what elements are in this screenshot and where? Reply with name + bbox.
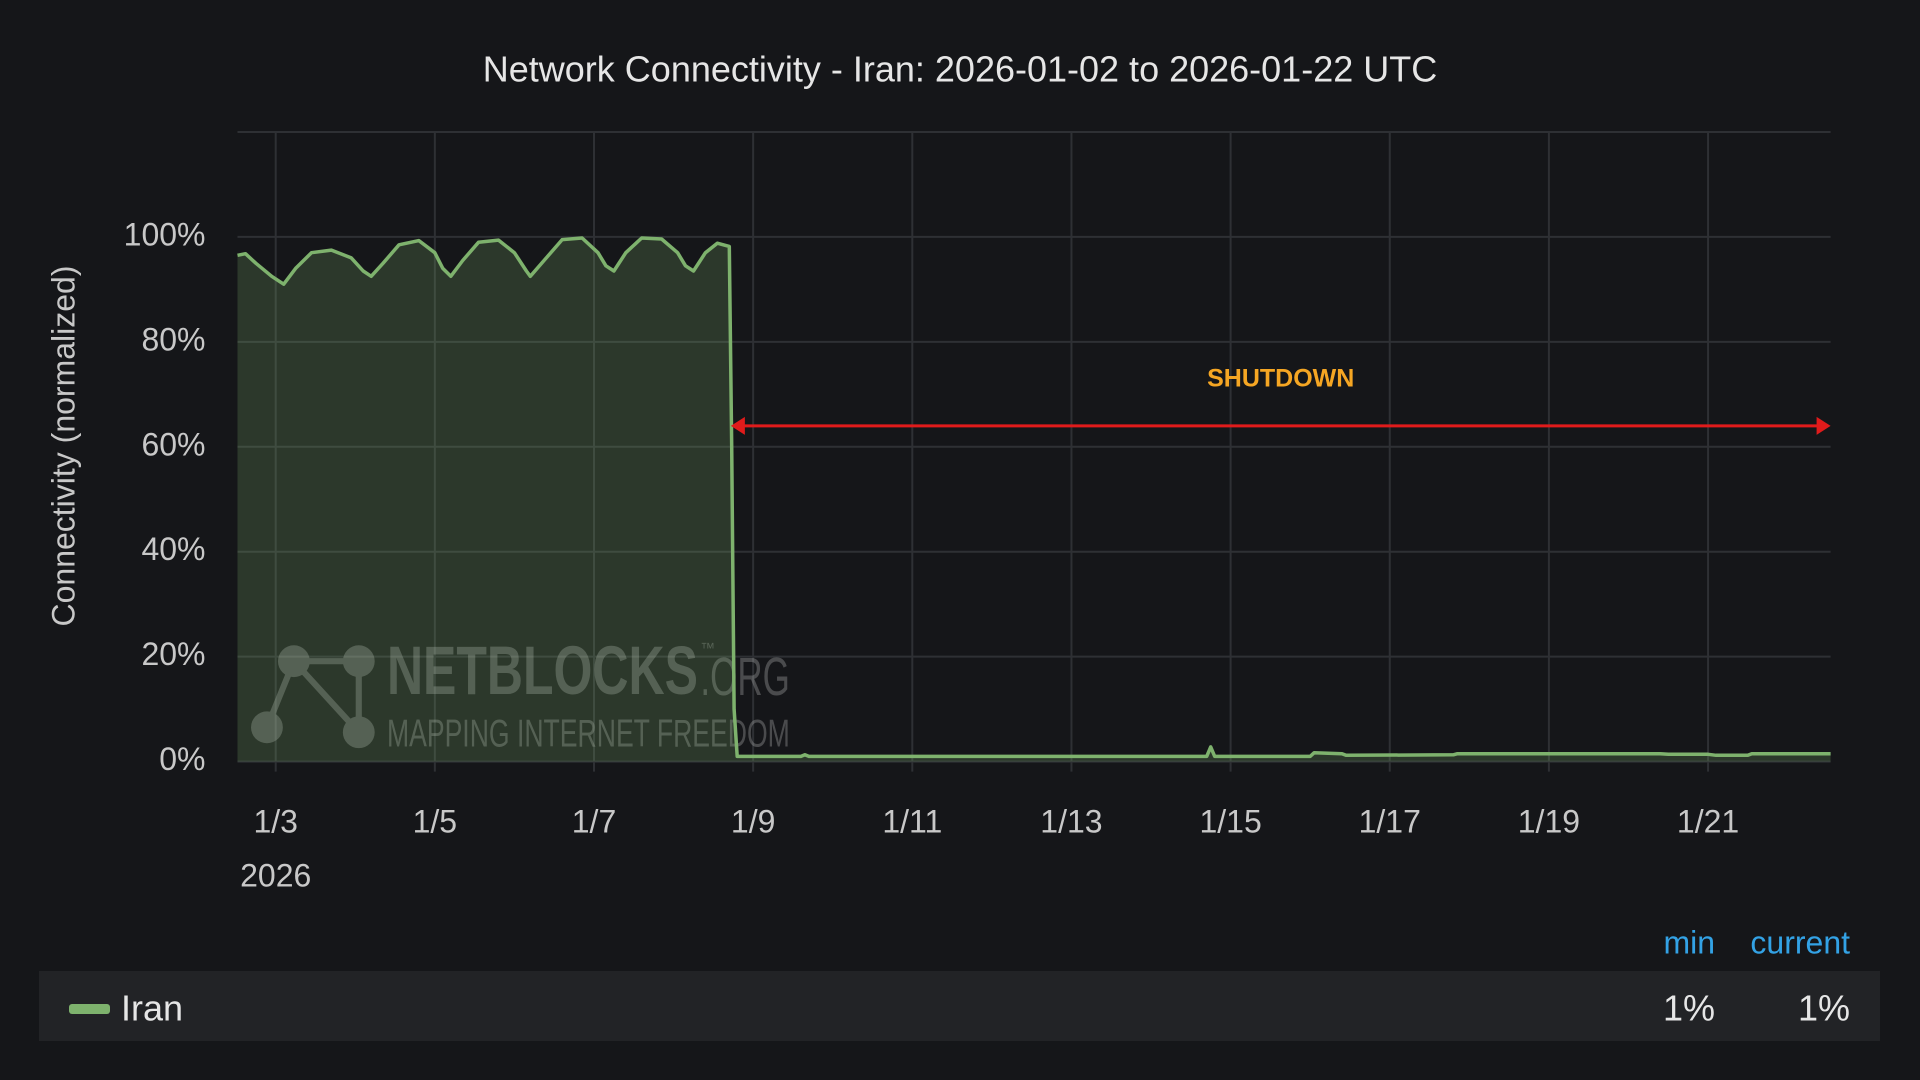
x-tick-label: 1/19 xyxy=(1518,803,1580,839)
x-tick-label: 1/7 xyxy=(572,803,616,839)
legend-stat-header: min xyxy=(1663,924,1715,960)
legend-stat-header: current xyxy=(1750,924,1850,960)
watermark-logo-dot xyxy=(342,645,375,678)
chart-title: Network Connectivity - Iran: 2026-01-02 … xyxy=(483,49,1437,90)
watermark-trademark: ™ xyxy=(700,641,715,657)
y-tick-label: 20% xyxy=(141,636,205,672)
legend-label: Iran xyxy=(121,988,183,1029)
watermark-name: NETBLOCKS xyxy=(387,632,698,709)
y-tick-label: 100% xyxy=(124,216,206,252)
y-tick-label: 0% xyxy=(159,741,205,777)
watermark-suffix: .ORG xyxy=(700,647,789,707)
legend-row xyxy=(39,971,1880,1041)
y-axis-label: Connectivity (normalized) xyxy=(45,265,81,626)
x-tick-label: 1/21 xyxy=(1677,803,1739,839)
watermark-logo-dot xyxy=(342,716,375,749)
x-tick-label: 1/15 xyxy=(1199,803,1261,839)
y-tick-label: 60% xyxy=(141,426,205,462)
watermark-logo-dot xyxy=(277,645,310,678)
annotation-arrowhead xyxy=(1816,416,1831,435)
x-tick-label: 1/11 xyxy=(882,803,942,839)
area-fill xyxy=(237,238,1831,762)
x-axis-year: 2026 xyxy=(240,857,311,893)
x-tick-label: 1/3 xyxy=(253,803,297,839)
x-tick-label: 1/9 xyxy=(731,803,775,839)
watermark: NETBLOCKS ™.ORG MAPPING INTERNET FREEDOM xyxy=(251,632,790,755)
legend-stat-value: 1% xyxy=(1663,988,1715,1029)
x-tick-label: 1/5 xyxy=(413,803,457,839)
x-tick-label: 1/17 xyxy=(1359,803,1421,839)
x-tick-label: 1/13 xyxy=(1040,803,1102,839)
legend-swatch xyxy=(69,1004,110,1014)
y-tick-label: 80% xyxy=(141,321,205,357)
annotation-arrowhead xyxy=(730,416,745,435)
series-line xyxy=(237,236,1831,759)
watermark-tagline: MAPPING INTERNET FREEDOM xyxy=(387,712,790,755)
watermark-logo-dot xyxy=(251,711,283,744)
y-tick-label: 40% xyxy=(141,531,205,567)
annotation-label: SHUTDOWN xyxy=(1207,364,1354,392)
legend-stat-value: 1% xyxy=(1798,988,1850,1029)
watermark-logo-link xyxy=(264,658,362,735)
